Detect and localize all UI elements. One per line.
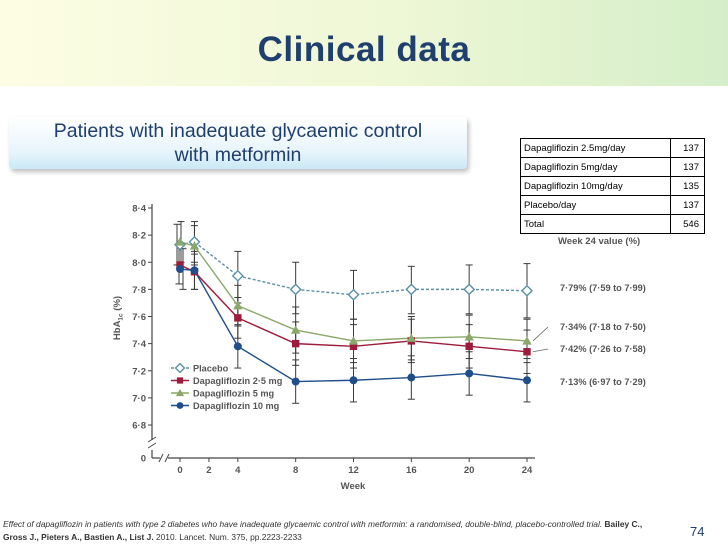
week24-value-label: 7·13% (6·97 to 7·29) bbox=[560, 377, 646, 387]
data-point-placebo bbox=[231, 269, 244, 282]
data-point-dapagliflozin-2-5-mg bbox=[176, 261, 184, 269]
data-point-placebo bbox=[405, 283, 418, 296]
x-axis-title: Week bbox=[341, 481, 366, 492]
y-tick-label: 8·0 bbox=[132, 258, 146, 269]
series-line-dapagliflozin-5-mg bbox=[179, 241, 528, 342]
y-tick-label: 8·2 bbox=[132, 231, 146, 242]
table-row: Dapagliflozin 5mg/day 137 bbox=[520, 157, 705, 177]
data-point-dapagliflozin-2-5-mg bbox=[523, 348, 531, 356]
legend-marker bbox=[174, 362, 186, 374]
y-axis-title-subscript: 1c bbox=[118, 313, 125, 321]
data-point-dapagliflozin-10-mg bbox=[407, 373, 416, 382]
data-point-dapagliflozin-5-mg bbox=[233, 300, 243, 310]
title-band bbox=[0, 0, 728, 86]
citation: Effect of dapagliflozin in patients with… bbox=[3, 518, 663, 544]
data-point-dapagliflozin-5-mg bbox=[464, 332, 474, 341]
data-point-dapagliflozin-5-mg bbox=[175, 237, 185, 246]
legend-marker bbox=[175, 388, 185, 397]
y-zero-label: 0 bbox=[141, 454, 146, 465]
data-point-dapagliflozin-10-mg bbox=[349, 376, 358, 385]
data-point-dapagliflozin-5-mg bbox=[290, 325, 301, 334]
citation-description: Effect of dapagliflozin in patients with… bbox=[3, 519, 603, 529]
table-cell-count: 546 bbox=[670, 214, 705, 234]
data-point-dapagliflozin-10-mg bbox=[190, 266, 199, 275]
patient-count-table: Dapagliflozin 2.5mg/day 137 Dapagliflozi… bbox=[520, 138, 705, 234]
data-point-placebo bbox=[289, 283, 302, 296]
legend-marker bbox=[176, 377, 184, 384]
data-point-dapagliflozin-5-mg bbox=[348, 336, 359, 345]
y-tick-label: 7·6 bbox=[132, 312, 146, 323]
x-tick-label: 0 bbox=[177, 465, 182, 476]
table-cell-count: 135 bbox=[670, 176, 705, 196]
data-point-dapagliflozin-10-mg bbox=[523, 376, 531, 385]
y-tick-label: 7·4 bbox=[132, 339, 146, 350]
table-row: Total 546 bbox=[520, 214, 705, 234]
subtitle-box: Patients with inadequate glycaemic contr… bbox=[9, 117, 467, 169]
data-point-dapagliflozin-10-mg bbox=[233, 342, 242, 351]
data-point-placebo bbox=[347, 288, 360, 301]
subtitle-line-1: Patients with inadequate glycaemic contr… bbox=[53, 120, 423, 142]
subtitle-line-2: with metformin bbox=[174, 144, 302, 166]
slide-title: Clinical data bbox=[257, 30, 471, 69]
legend-marker bbox=[176, 402, 184, 409]
y-tick-label: 7·2 bbox=[132, 366, 146, 377]
citation-year: 2010. bbox=[155, 532, 177, 542]
x-tick-label: 16 bbox=[406, 465, 417, 476]
data-point-dapagliflozin-5-mg bbox=[189, 241, 200, 250]
week24-header: Week 24 value (%) bbox=[558, 236, 640, 247]
legend-label: Dapagliflozin 10 mg bbox=[193, 401, 279, 411]
week24-value-label: 7·42% (7·26 to 7·58) bbox=[560, 344, 646, 354]
y-tick-label: 7·8 bbox=[132, 285, 146, 296]
data-point-placebo bbox=[463, 283, 476, 296]
series-line-dapagliflozin-2-5-mg bbox=[179, 264, 528, 353]
citation-journal: Lancet. bbox=[179, 532, 207, 542]
data-point-dapagliflozin-2-5-mg bbox=[349, 342, 358, 351]
data-point-dapagliflozin-5-mg bbox=[522, 336, 532, 345]
citation-pages: pp.2223-2233 bbox=[250, 532, 302, 542]
data-point-dapagliflozin-10-mg bbox=[291, 377, 300, 386]
y-axis-title: HbA1c (%) bbox=[112, 296, 125, 340]
citation-authors: Bailey C., Gross J., Pieters A., Bastien… bbox=[3, 519, 643, 542]
legend-label: Dapagliflozin 5 mg bbox=[193, 389, 274, 399]
y-tick-label: 7·0 bbox=[132, 393, 146, 404]
week24-value-label: 7·34% (7·18 to 7·50) bbox=[560, 322, 646, 332]
x-tick-label: 20 bbox=[464, 465, 475, 476]
data-point-dapagliflozin-2-5-mg bbox=[465, 342, 473, 351]
x-axis-break bbox=[158, 453, 170, 463]
page-number: 74 bbox=[690, 524, 705, 539]
series-line-dapagliflozin-10-mg bbox=[179, 268, 528, 383]
x-tick-label: 8 bbox=[293, 465, 298, 476]
data-point-dapagliflozin-2-5-mg bbox=[234, 314, 242, 322]
x-tick-label: 4 bbox=[235, 465, 241, 476]
table-row: Placebo/day 137 bbox=[520, 195, 705, 215]
y-tick-label: 6·8 bbox=[132, 421, 146, 432]
data-point-dapagliflozin-5-mg bbox=[406, 333, 417, 342]
week24-value-label: 7·79% (7·59 to 7·99) bbox=[560, 283, 646, 293]
data-point-dapagliflozin-2-5-mg bbox=[291, 339, 300, 348]
annotation-connector bbox=[532, 326, 549, 342]
x-tick-label: 2 bbox=[206, 465, 211, 476]
legend-label: Dapagliflozin 2·5 mg bbox=[193, 376, 282, 386]
data-point-dapagliflozin-10-mg bbox=[465, 369, 474, 378]
data-point-dapagliflozin-10-mg bbox=[176, 265, 184, 274]
legend-label: Placebo bbox=[193, 364, 229, 374]
annotation-connector bbox=[532, 348, 549, 353]
x-tick-label: 24 bbox=[522, 465, 533, 476]
data-point-placebo bbox=[521, 284, 533, 297]
citation-volume: Num. 375, bbox=[209, 532, 248, 542]
y-tick-label: 8·4 bbox=[132, 204, 146, 215]
y-axis-title-unit: (%) bbox=[112, 296, 123, 313]
x-tick-label: 12 bbox=[348, 465, 359, 476]
y-axis-break bbox=[147, 436, 157, 449]
